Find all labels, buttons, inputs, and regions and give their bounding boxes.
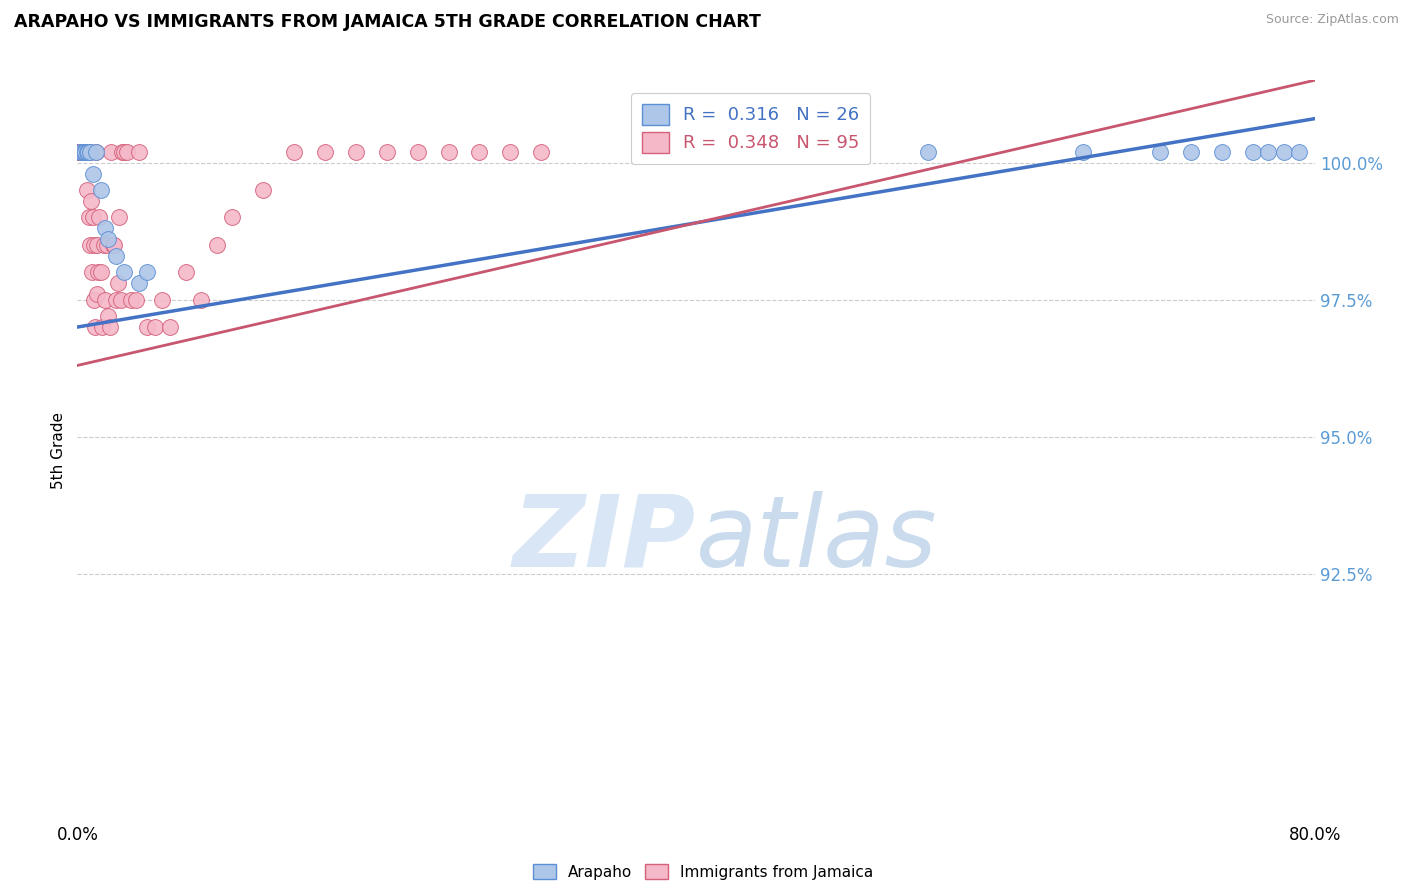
Point [75,145,97,159]
Point [79,145,101,159]
Point [98,320,121,334]
Point [115,145,138,159]
Point [76,145,98,159]
Point [73,145,96,159]
Point [152,293,174,307]
Point [77,211,100,225]
Point [75,145,96,159]
Point [86,237,108,252]
Point [84,145,107,159]
Point [136,265,159,279]
Point [70,145,93,159]
Point [79,145,101,159]
Point [468,145,491,159]
Point [1241,145,1264,159]
Point [1071,145,1094,159]
Point [90,183,112,197]
Point [69,145,91,159]
Point [96,237,118,252]
Point [437,145,460,159]
Point [94,221,117,235]
Point [375,145,398,159]
Point [125,293,148,307]
Point [105,249,127,263]
Point [344,145,367,159]
Point [101,237,124,252]
Point [72,145,94,159]
Point [72,145,94,159]
Text: Source: ZipAtlas.com: Source: ZipAtlas.com [1265,13,1399,27]
Point [252,183,274,197]
Point [86,287,108,301]
Point [283,145,305,159]
Point [67,145,90,159]
Point [143,320,166,334]
Point [105,293,127,307]
Point [77,145,100,159]
Point [67,145,90,159]
Point [76,145,98,159]
Point [111,145,134,159]
Point [174,265,197,279]
Point [314,145,336,159]
Point [1288,145,1310,159]
Text: ARAPAHO VS IMMIGRANTS FROM JAMAICA 5TH GRADE CORRELATION CHART: ARAPAHO VS IMMIGRANTS FROM JAMAICA 5TH G… [14,13,761,31]
Point [762,145,785,159]
Point [205,237,228,252]
Point [69,145,91,159]
Point [128,145,150,159]
Legend: Arapaho, Immigrants from Jamaica: Arapaho, Immigrants from Jamaica [529,859,877,884]
Point [83,293,105,307]
Point [90,265,112,279]
Point [80,194,103,208]
Point [128,276,150,290]
Point [108,211,131,225]
Point [82,211,104,225]
Point [530,145,553,159]
Point [70,145,93,159]
Point [107,276,129,290]
Point [84,320,107,334]
Point [79,237,101,252]
Point [1272,145,1295,159]
Point [83,237,105,252]
Point [94,293,117,307]
Y-axis label: 5th Grade: 5th Grade [51,412,66,489]
Point [917,145,939,159]
Point [87,211,110,225]
Point [1180,145,1202,159]
Point [190,293,212,307]
Point [80,265,103,279]
Point [136,320,159,334]
Point [110,293,132,307]
Point [87,265,110,279]
Point [103,237,125,252]
Point [77,145,100,159]
Point [112,145,135,159]
Point [121,293,143,307]
Point [499,145,522,159]
Point [97,232,120,246]
Point [70,145,93,159]
Point [91,320,114,334]
Point [75,145,96,159]
Point [76,183,98,197]
Point [72,145,94,159]
Text: ZIP: ZIP [513,491,696,588]
Point [82,167,104,181]
Point [1211,145,1233,159]
Point [1149,145,1171,159]
Text: atlas: atlas [696,491,938,588]
Point [159,320,181,334]
Point [1257,145,1279,159]
Point [112,265,135,279]
Point [100,145,122,159]
Point [84,145,107,159]
Point [221,211,243,225]
Legend: R =  0.316   N = 26, R =  0.348   N = 95: R = 0.316 N = 26, R = 0.348 N = 95 [631,93,870,163]
Point [69,145,91,159]
Point [93,237,115,252]
Point [406,145,429,159]
Point [97,309,120,323]
